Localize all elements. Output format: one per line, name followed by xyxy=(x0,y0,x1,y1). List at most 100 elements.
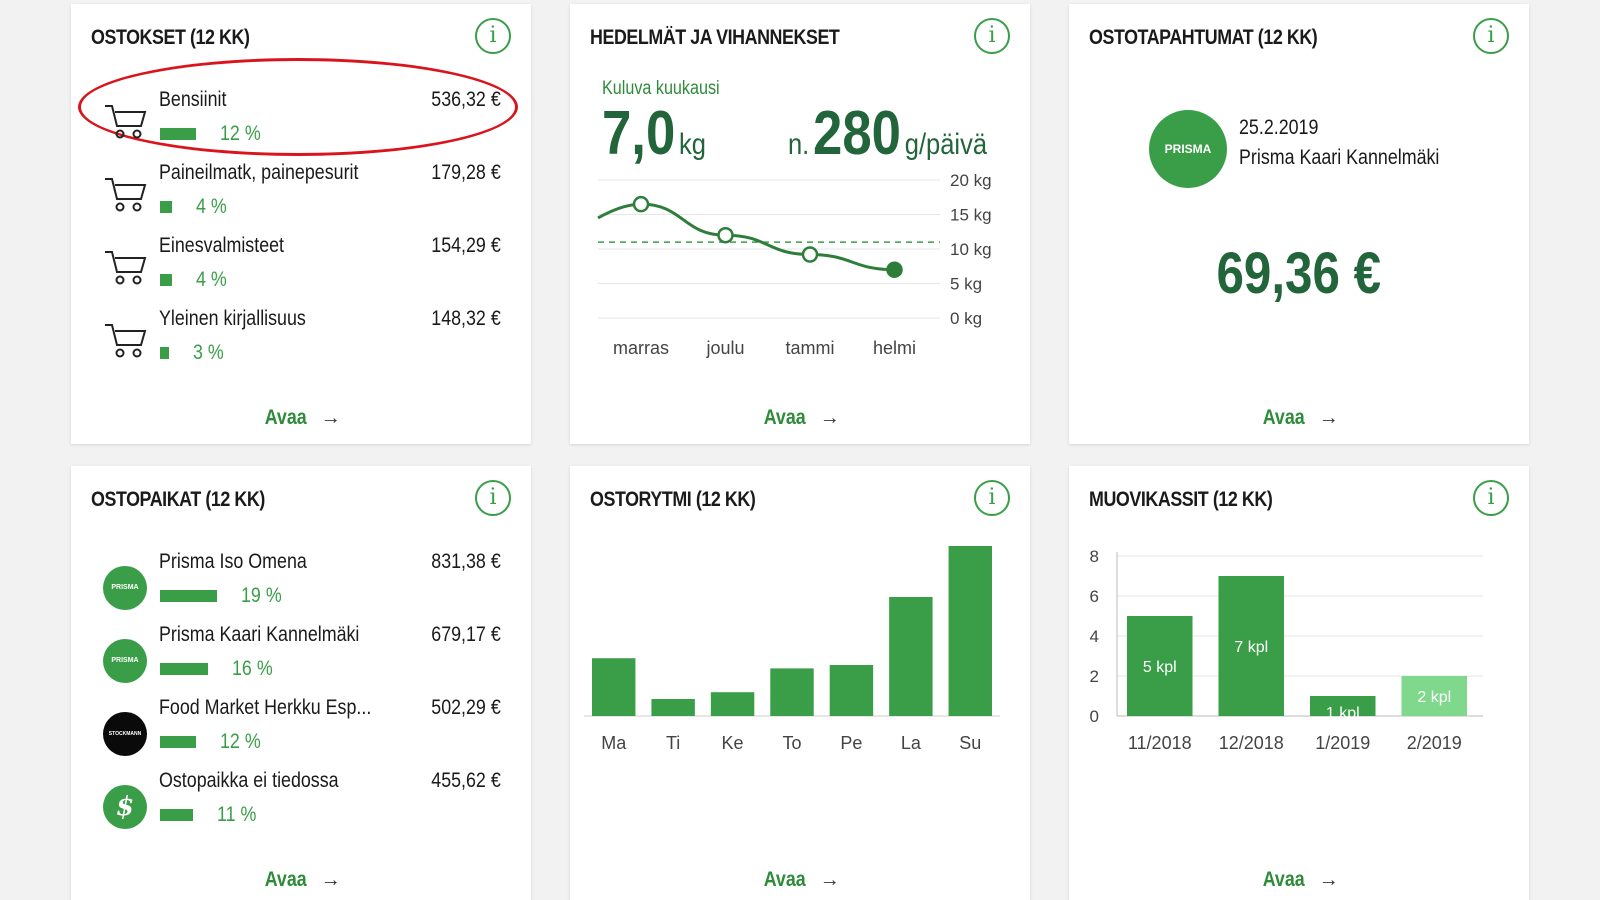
y-tick-label: 20 kg xyxy=(950,172,992,190)
info-icon[interactable]: i xyxy=(1473,18,1509,54)
purchase-item-label: Einesvalmisteet xyxy=(159,234,285,257)
share-bar xyxy=(160,347,169,359)
purchase-item[interactable]: Paineilmatk, painepesurit 179,28 € 4 % xyxy=(103,161,501,231)
y-tick-label: 0 kg xyxy=(950,309,982,328)
place-item-value: 831,38 € xyxy=(431,550,501,573)
purchase-item-value: 148,32 € xyxy=(431,307,501,330)
bar-data-label: 2 kpl xyxy=(1417,689,1451,706)
bags-open-link[interactable]: Avaa → xyxy=(1262,868,1339,891)
prisma-logo: PRISMA xyxy=(103,639,147,683)
info-icon[interactable]: i xyxy=(974,480,1010,516)
transactions-open-link[interactable]: Avaa → xyxy=(1262,406,1339,429)
purchase-item[interactable]: Einesvalmisteet 154,29 € 4 % xyxy=(103,234,501,304)
s-group-logo: $ xyxy=(103,785,147,829)
share-bar xyxy=(160,201,172,213)
x-tick-label: Ke xyxy=(722,733,744,753)
share-bar xyxy=(160,736,196,748)
places-title: OSTOPAIKAT (12 KK) xyxy=(91,488,265,511)
x-tick-label: 11/2018 xyxy=(1128,733,1192,753)
places-open-link[interactable]: Avaa → xyxy=(264,868,341,891)
y-tick-label: 4 xyxy=(1090,627,1099,646)
place-item-value: 502,29 € xyxy=(431,696,501,719)
purchase-item-percent: 4 % xyxy=(196,268,227,291)
place-item[interactable]: STOCKMANN Food Market Herkku Esp... 502,… xyxy=(103,696,501,766)
arrow-right-icon: → xyxy=(1318,407,1339,429)
purchase-item[interactable]: Bensiinit 536,32 € 12 % xyxy=(103,88,501,158)
place-item-percent: 19 % xyxy=(241,584,282,607)
purchase-item[interactable]: Yleinen kirjallisuus 148,32 € 3 % xyxy=(103,307,501,377)
info-icon[interactable]: i xyxy=(475,18,511,54)
share-bar xyxy=(160,590,217,602)
rhythm-card: OSTORYTMI (12 KK) i Ma Ti Ke To Pe La Su Avaa → xyxy=(570,466,1030,900)
transaction-total: 69,36 € xyxy=(1216,241,1382,306)
place-item-label: Ostopaikka ei tiedossa xyxy=(159,769,339,792)
purchase-item-value: 536,32 € xyxy=(431,88,501,111)
x-tick-label: Ti xyxy=(666,733,680,753)
share-bar xyxy=(160,663,208,675)
fruits-open-link[interactable]: Avaa → xyxy=(763,406,840,429)
purchase-item-percent: 3 % xyxy=(193,341,224,364)
rhythm-title: OSTORYTMI (12 KK) xyxy=(590,488,756,511)
info-icon[interactable]: i xyxy=(475,480,511,516)
y-tick-label: 5 kg xyxy=(950,275,982,294)
shopping-cart-icon xyxy=(103,321,149,364)
bar-su xyxy=(948,546,992,716)
bar-la xyxy=(889,597,933,716)
rhythm-open-link[interactable]: Avaa → xyxy=(763,868,840,891)
place-item-percent: 12 % xyxy=(220,730,261,753)
place-item[interactable]: PRISMA Prisma Iso Omena 831,38 € 19 % xyxy=(103,550,501,620)
data-point xyxy=(717,226,734,244)
purchase-item-percent: 12 % xyxy=(220,122,261,145)
fruits-card: HEDELMÄT JA VIHANNEKSET i Kuluva kuukaus… xyxy=(570,4,1030,444)
place-item-value: 455,62 € xyxy=(431,769,501,792)
place-item-label: Prisma Kaari Kannelmäki xyxy=(159,623,360,646)
arrow-right-icon: → xyxy=(320,407,341,429)
y-tick-label: 10 kg xyxy=(950,240,992,259)
purchase-item-label: Bensiinit xyxy=(159,88,227,111)
data-point xyxy=(801,246,819,263)
current-month-value: 7,0 kg xyxy=(602,99,706,168)
arrow-right-icon: → xyxy=(320,869,341,891)
bar-data-label: 1 kpl xyxy=(1326,705,1360,722)
y-tick-label: 6 xyxy=(1090,587,1099,606)
arrow-right-icon: → xyxy=(1318,869,1339,891)
bar-2-2019 xyxy=(1401,676,1467,716)
place-item[interactable]: PRISMA Prisma Kaari Kannelmäki 679,17 € … xyxy=(103,623,501,693)
bar-ti xyxy=(651,699,695,716)
info-icon[interactable]: i xyxy=(1473,480,1509,516)
bar-ma xyxy=(592,658,636,716)
purchases-open-link[interactable]: Avaa → xyxy=(264,406,341,429)
arrow-right-icon: → xyxy=(819,869,840,891)
rhythm-bar-chart: Ma Ti Ke To Pe La Su xyxy=(584,546,1000,753)
data-point xyxy=(886,261,903,278)
purchase-item-value: 154,29 € xyxy=(431,234,501,257)
x-tick-label: 12/2018 xyxy=(1219,733,1284,753)
shopping-cart-icon xyxy=(103,102,149,145)
place-item-label: Food Market Herkku Esp... xyxy=(159,696,372,719)
purchases-title: OSTOKSET (12 KK) xyxy=(91,26,250,49)
place-item-percent: 16 % xyxy=(232,657,273,680)
fruits-line-chart: 0 kg 5 kg 10 kg 15 kg 20 kg marras joulu tammi h… xyxy=(597,172,992,358)
bags-card: MUOVIKASSIT (12 KK) i 0 2 4 6 8 5 kpl 11/2018 7… xyxy=(1069,466,1529,900)
x-tick-label: 2/2019 xyxy=(1407,733,1462,753)
place-item[interactable]: $ Ostopaikka ei tiedossa 455,62 € 11 % xyxy=(103,769,501,839)
place-item-percent: 11 % xyxy=(217,803,257,826)
x-tick-label: helmi xyxy=(873,338,916,358)
info-icon[interactable]: i xyxy=(974,18,1010,54)
purchases-card: OSTOKSET (12 KK) i Bensiinit 536,32 € 12… xyxy=(71,4,531,444)
bar-11-2018 xyxy=(1127,616,1193,716)
fruits-title: HEDELMÄT JA VIHANNEKSET xyxy=(590,26,840,49)
current-month-label: Kuluva kuukausi xyxy=(602,78,720,99)
y-tick-label: 15 kg xyxy=(950,206,992,225)
data-point xyxy=(632,195,650,213)
bar-1-2019 xyxy=(1310,696,1376,716)
share-bar xyxy=(160,128,196,140)
transactions-card: OSTOTAPAHTUMAT (12 KK) i PRISMA 25.2.201… xyxy=(1069,4,1529,444)
shopping-cart-icon xyxy=(103,248,149,291)
place-item-label: Prisma Iso Omena xyxy=(159,550,307,573)
bags-title: MUOVIKASSIT (12 KK) xyxy=(1089,488,1273,511)
place-item-value: 679,17 € xyxy=(431,623,501,646)
red-highlight-circle xyxy=(78,58,518,156)
purchase-item-label: Paineilmatk, painepesurit xyxy=(159,161,359,184)
places-card: OSTOPAIKAT (12 KK) i PRISMA Prisma Iso O… xyxy=(71,466,531,900)
